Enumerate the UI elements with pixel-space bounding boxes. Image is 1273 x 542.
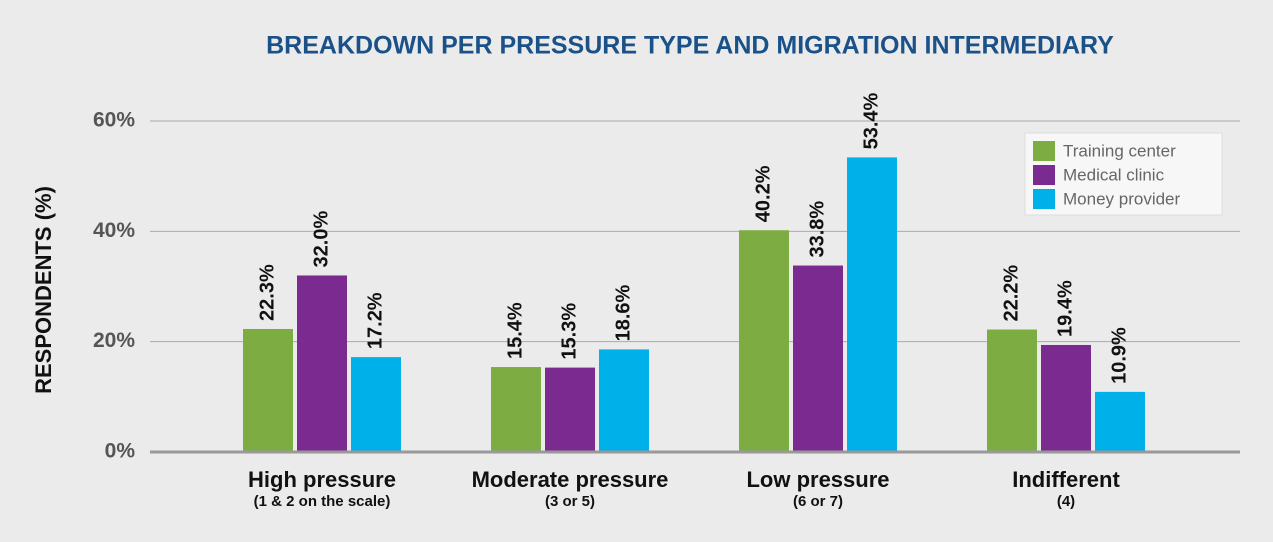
value-label: 15.4% [504,302,526,359]
legend-swatch [1033,165,1055,185]
value-label: 53.4% [860,92,882,149]
legend-swatch [1033,189,1055,209]
bar [739,230,789,452]
legend-swatch [1033,141,1055,161]
x-tick-sublabel: (3 or 5) [545,493,595,510]
bar [243,328,293,452]
value-label: 15.3% [558,303,580,360]
y-axis-label: RESPONDENTS (%) [31,186,56,394]
chart-title: BREAKDOWN PER PRESSURE TYPE AND MIGRATIO… [266,32,1114,60]
value-label: 22.3% [256,264,278,321]
x-tick-sublabel: (4) [1057,493,1075,510]
x-tick-label: Indifferent [1012,467,1120,492]
bar [847,157,897,452]
bar [297,275,347,452]
bar [351,357,401,452]
value-label: 32.0% [310,211,332,268]
bar [1095,391,1145,452]
y-tick-label: 0% [105,440,136,463]
bar [1041,344,1091,452]
bar [793,265,843,452]
legend-label: Money provider [1063,189,1181,208]
x-tick-sublabel: (6 or 7) [793,493,843,510]
legend-label: Medical clinic [1063,165,1165,184]
bar [545,367,595,452]
x-tick-label: Low pressure [746,467,889,492]
y-tick-label: 60% [93,109,135,132]
bar [987,329,1037,452]
value-label: 17.2% [364,292,386,349]
legend-box [1024,132,1223,216]
x-tick-label: High pressure [248,467,396,492]
x-tick-sublabel: (1 & 2 on the scale) [254,493,391,510]
x-tick-label: Moderate pressure [472,467,669,492]
value-label: 33.8% [806,201,828,258]
y-tick-label: 40% [93,219,135,242]
bar [599,349,649,452]
value-label: 40.2% [752,165,774,222]
value-label: 19.4% [1054,280,1076,337]
y-tick-label: 20% [93,329,135,352]
value-label: 22.2% [1000,265,1022,322]
value-label: 18.6% [612,284,634,341]
legend-label: Training center [1063,141,1176,160]
bar [491,367,541,452]
value-label: 10.9% [1108,327,1130,384]
